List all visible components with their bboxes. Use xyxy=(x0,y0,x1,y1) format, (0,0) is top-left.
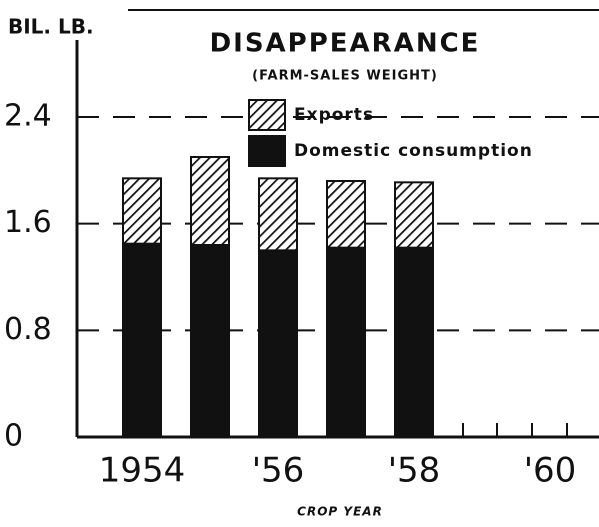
legend-swatch xyxy=(248,135,286,167)
bar-segment xyxy=(122,242,162,438)
bar-segment xyxy=(326,180,366,249)
legend-label: Domestic consumption xyxy=(294,141,533,161)
x-tick-label: '56 xyxy=(252,451,305,491)
x-tick-label: 1954 xyxy=(99,451,186,491)
bar-segment xyxy=(190,244,230,438)
bar-segment xyxy=(394,181,434,249)
bar-segment xyxy=(122,177,162,245)
legend-swatch xyxy=(248,99,286,131)
bar-segment xyxy=(258,177,298,252)
x-axis-label: CROP YEAR xyxy=(297,505,383,519)
bar-segment xyxy=(258,249,298,438)
bar-segment xyxy=(326,246,366,438)
bar-segment xyxy=(394,246,434,438)
legend-label: Exports xyxy=(294,105,374,125)
x-tick-label: '58 xyxy=(388,451,441,491)
x-tick-label: '60 xyxy=(524,451,577,491)
y-tick-label: 1.6 xyxy=(4,205,52,240)
y-tick-label: 0.8 xyxy=(4,312,52,347)
y-axis-label: BIL. LB. xyxy=(8,15,94,39)
chart-subtitle: (FARM-SALES WEIGHT) xyxy=(252,69,438,84)
bar-segment xyxy=(190,156,230,246)
chart-title: DISAPPEARANCE xyxy=(210,29,481,59)
y-tick-label: 0 xyxy=(4,419,23,454)
y-tick-label: 2.4 xyxy=(4,99,52,134)
